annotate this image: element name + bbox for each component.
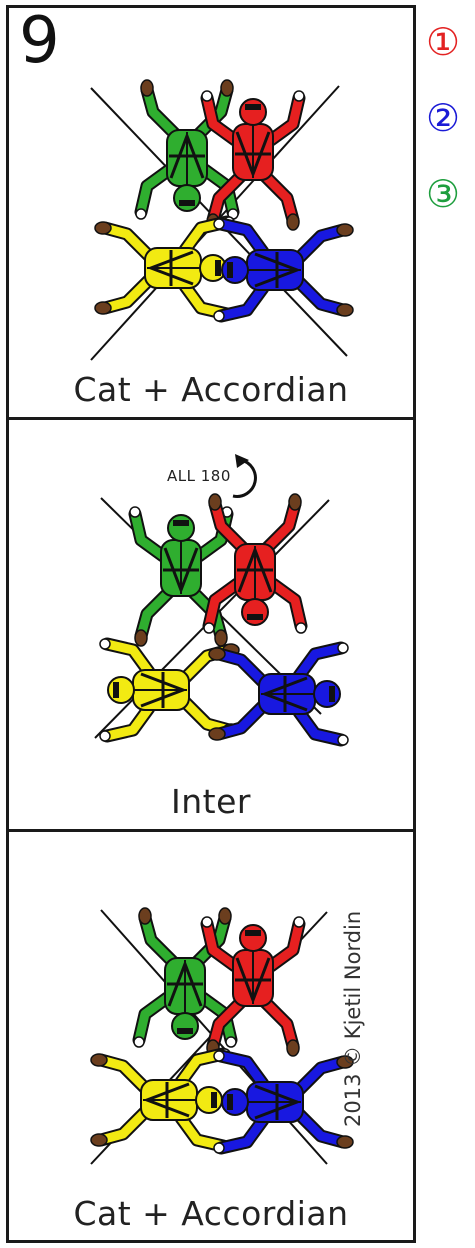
legend-item-2: ② xyxy=(425,96,461,140)
jumper-green xyxy=(132,907,238,1048)
panel-caption: Cat + Accordian xyxy=(73,1194,349,1233)
step-number: 9 xyxy=(19,4,60,78)
jumper-figure xyxy=(213,217,354,323)
jumper-figure xyxy=(94,215,235,321)
jumper-blue xyxy=(213,217,354,323)
panel-cat-accordian-end: 2013 © Kjetil Nordin Cat + Accordian xyxy=(6,829,416,1243)
jumper-red xyxy=(202,493,308,634)
panel-inter: ALL 180 Inter xyxy=(6,417,416,832)
jumper-figure xyxy=(200,90,306,231)
jumper-red xyxy=(200,916,306,1057)
jumper-figure xyxy=(208,641,349,747)
jumper-blue xyxy=(213,1049,354,1155)
rotation-arrowhead-icon xyxy=(235,454,249,468)
jumper-red xyxy=(200,90,306,231)
formation-scene-3 xyxy=(90,907,354,1165)
legend-item-1: ① xyxy=(425,20,461,64)
jumper-figure xyxy=(90,1047,231,1153)
formation-scene-2 xyxy=(94,454,349,747)
panel-cat-accordian-start: 9 Cat + Accordian xyxy=(6,4,416,420)
panel-caption: Cat + Accordian xyxy=(73,370,349,409)
jumper-figure xyxy=(213,1049,354,1155)
jumper-figure xyxy=(132,907,238,1048)
rotation-arrow-icon xyxy=(232,458,257,498)
jumper-figure xyxy=(200,916,306,1057)
formation-scene-1 xyxy=(90,79,354,361)
panel-caption: Inter xyxy=(171,782,251,821)
jumper-figure xyxy=(202,493,308,634)
jumper-blue xyxy=(208,641,349,747)
legend-item-3: ③ xyxy=(425,172,461,216)
jumper-yellow xyxy=(94,215,235,321)
rotation-label: ALL 180 xyxy=(167,467,231,485)
copyright-notice: 2013 © Kjetil Nordin xyxy=(341,910,365,1127)
jumper-yellow xyxy=(90,1047,231,1153)
